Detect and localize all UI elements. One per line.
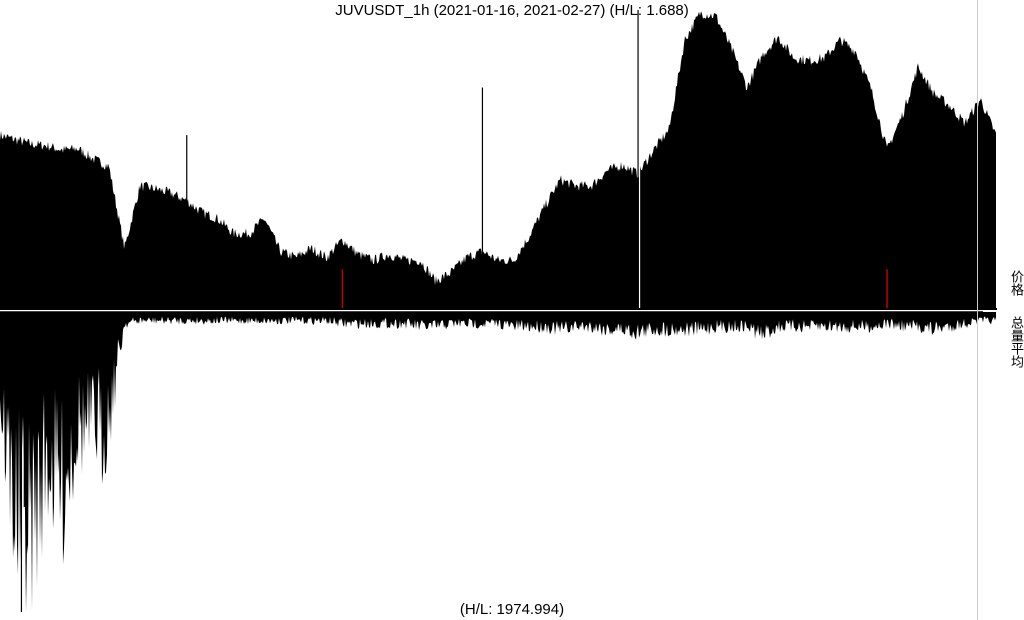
price-series-area (0, 11, 996, 309)
volume-axis-label: 总量平均 (1009, 316, 1024, 368)
price-axis-label: 价格 (1009, 270, 1024, 296)
volume-ratio-label: (H/L: 1974.994) (459, 601, 565, 618)
chart-title: JUVUSDT_1h (2021-01-16, 2021-02-27) (H/L… (335, 2, 689, 19)
volume-panel (0, 311, 996, 612)
price-panel (0, 10, 997, 310)
volume-series-area (0, 312, 996, 612)
